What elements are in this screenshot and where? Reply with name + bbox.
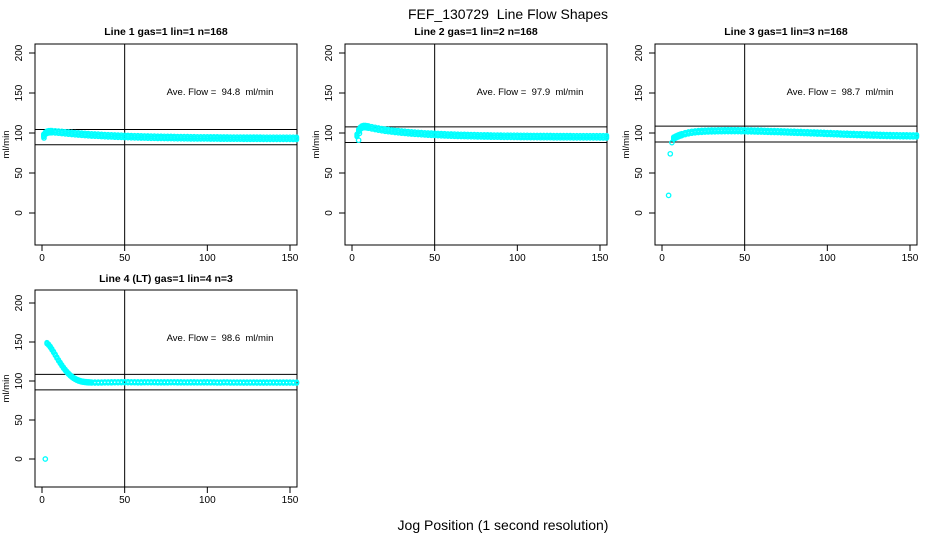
svg-text:0: 0 <box>14 456 25 462</box>
svg-text:100: 100 <box>14 372 25 389</box>
svg-text:200: 200 <box>14 44 25 61</box>
svg-text:150: 150 <box>14 333 25 350</box>
tick-labels: 0 50 100 150 0 50 100 150 200 ml/min <box>311 44 609 264</box>
svg-text:150: 150 <box>592 253 609 264</box>
panel-line-2: 0 50 100 150 0 50 100 150 200 ml/min Line 2 gas=1… <box>310 25 620 270</box>
y-axis-label: ml/min <box>311 131 322 159</box>
reference-lines <box>35 44 297 245</box>
svg-text:0: 0 <box>39 253 45 264</box>
svg-text:150: 150 <box>902 253 919 264</box>
data-points <box>665 126 920 199</box>
panel-line-1: 0 50 100 150 0 50 100 150 200 ml/min Line 1 gas=1… <box>0 25 310 270</box>
svg-text:100: 100 <box>819 253 836 264</box>
data-points <box>41 127 300 143</box>
reference-lines <box>35 290 297 487</box>
panel-title: Line 2 gas=1 lin=2 n=168 <box>414 26 538 38</box>
reference-lines <box>345 44 607 245</box>
svg-text:150: 150 <box>324 84 335 101</box>
data-points <box>354 122 610 144</box>
panel-line-4: 0 50 100 150 0 50 100 150 200 ml/min Line 4 (LT) … <box>0 270 310 515</box>
figure-xlabel: Jog Position (1 second resolution) <box>397 517 609 533</box>
figure-title: FEF_130729 Line Flow Shapes <box>407 6 608 22</box>
reference-lines <box>655 44 917 245</box>
panel-title: Line 1 gas=1 lin=1 n=168 <box>104 26 228 38</box>
svg-text:50: 50 <box>119 495 131 506</box>
ave-flow-annotation: Ave. Flow = 98.6 ml/min <box>166 333 274 344</box>
svg-text:200: 200 <box>14 294 25 311</box>
panel-line-1-plot: 0 50 100 150 0 50 100 150 200 ml/min <box>1 43 300 264</box>
ave-flow-annotation: Ave. Flow = 98.7 ml/min <box>786 87 894 98</box>
svg-text:150: 150 <box>282 495 299 506</box>
tick-labels: 0 50 100 150 0 50 100 150 200 ml/min <box>621 44 919 264</box>
svg-text:100: 100 <box>14 124 25 141</box>
svg-text:50: 50 <box>14 167 25 179</box>
svg-text:50: 50 <box>119 253 131 264</box>
svg-text:200: 200 <box>324 44 335 61</box>
svg-text:50: 50 <box>739 253 751 264</box>
panel-line-2-plot: 0 50 100 150 0 50 100 150 200 ml/min <box>311 43 610 264</box>
tick-labels: 0 50 100 150 0 50 100 150 200 ml/min <box>1 294 299 506</box>
svg-text:50: 50 <box>14 414 25 426</box>
svg-text:0: 0 <box>634 210 645 216</box>
panel-line-3: 0 50 100 150 0 50 100 150 200 ml/min Line 3 gas=1… <box>620 25 930 270</box>
y-axis-label: ml/min <box>1 131 12 159</box>
svg-text:0: 0 <box>349 253 355 264</box>
svg-text:100: 100 <box>634 124 645 141</box>
svg-text:200: 200 <box>634 44 645 61</box>
panel-line-4-plot: 0 50 100 150 0 50 100 150 200 ml/min <box>1 289 300 506</box>
y-axis-label: ml/min <box>621 131 632 159</box>
svg-text:0: 0 <box>39 495 45 506</box>
ave-flow-annotation: Ave. Flow = 97.9 ml/min <box>476 87 584 98</box>
svg-text:50: 50 <box>324 167 335 179</box>
panel-title: Line 4 (LT) gas=1 lin=4 n=3 <box>99 273 233 285</box>
tick-labels: 0 50 100 150 0 50 100 150 200 ml/min <box>1 44 299 264</box>
axes <box>29 289 298 493</box>
svg-text:150: 150 <box>282 253 299 264</box>
svg-text:100: 100 <box>509 253 526 264</box>
svg-text:100: 100 <box>324 124 335 141</box>
svg-text:100: 100 <box>199 253 216 264</box>
svg-text:150: 150 <box>634 84 645 101</box>
svg-text:0: 0 <box>324 210 335 216</box>
ave-flow-annotation: Ave. Flow = 94.8 ml/min <box>166 87 274 98</box>
data-points <box>42 339 300 462</box>
svg-text:0: 0 <box>14 210 25 216</box>
svg-text:50: 50 <box>634 167 645 179</box>
axes <box>649 43 918 251</box>
axes <box>339 43 608 251</box>
svg-text:100: 100 <box>199 495 216 506</box>
panel-line-3-plot: 0 50 100 150 0 50 100 150 200 ml/min <box>621 43 920 264</box>
svg-text:150: 150 <box>14 84 25 101</box>
svg-text:50: 50 <box>429 253 441 264</box>
axes <box>29 43 298 251</box>
svg-text:0: 0 <box>659 253 665 264</box>
panel-title: Line 3 gas=1 lin=3 n=168 <box>724 26 848 38</box>
y-axis-label: ml/min <box>1 375 12 403</box>
